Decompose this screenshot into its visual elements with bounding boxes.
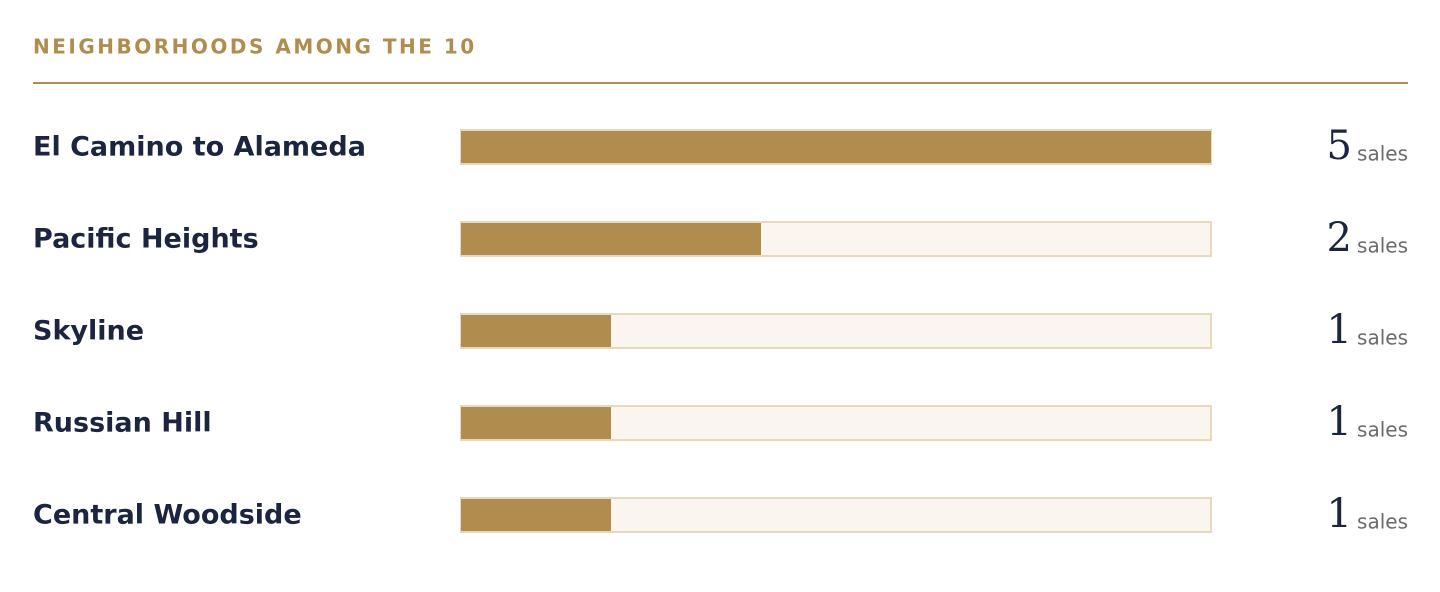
value-label: 2 xyxy=(1327,215,1352,261)
value-unit: sales xyxy=(1357,418,1408,442)
chart-title: NEIGHBORHOODS AMONG THE 10 xyxy=(33,35,477,59)
category-label: Central Woodside xyxy=(33,500,302,531)
bar xyxy=(461,407,611,439)
value-label: 1 xyxy=(1327,491,1352,537)
category-label: Skyline xyxy=(33,316,144,347)
value-label: 1 xyxy=(1327,307,1352,353)
value-unit: sales xyxy=(1357,510,1408,534)
bar xyxy=(461,315,611,347)
value-unit: sales xyxy=(1357,326,1408,350)
category-label: El Camino to Alameda xyxy=(33,132,366,163)
category-label: Russian Hill xyxy=(33,408,212,439)
value-label: 1 xyxy=(1327,399,1352,445)
bar xyxy=(461,499,611,531)
category-label: Pacific Heights xyxy=(33,224,259,255)
value-label: 5 xyxy=(1327,123,1352,169)
bar xyxy=(461,131,1211,163)
bar xyxy=(461,223,761,255)
value-unit: sales xyxy=(1357,142,1408,166)
value-unit: sales xyxy=(1357,234,1408,258)
